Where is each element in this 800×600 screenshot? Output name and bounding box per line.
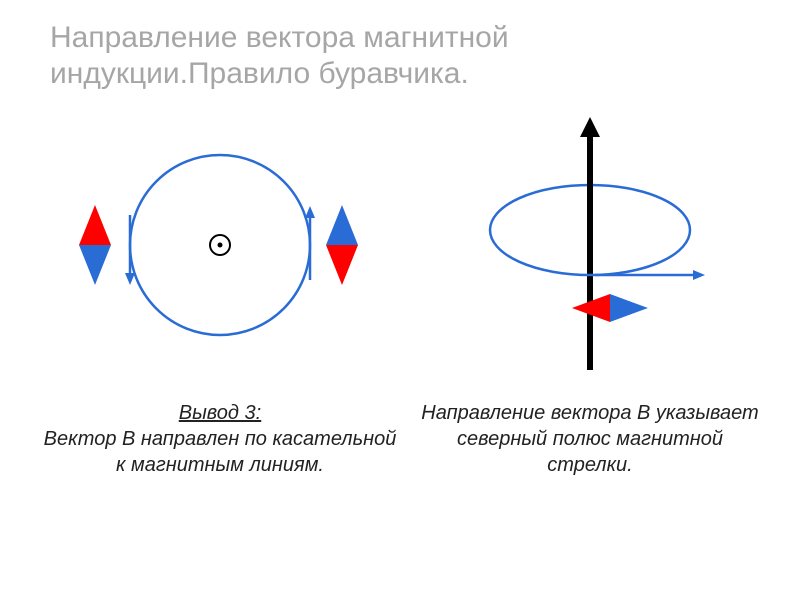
left-diagram bbox=[40, 115, 400, 370]
current-arrowhead bbox=[580, 117, 600, 137]
left-caption-head: Вывод 3: bbox=[179, 402, 261, 424]
left-compass-south bbox=[79, 245, 111, 285]
right-compass-north bbox=[326, 245, 358, 285]
slide-title: Направление вектора магнитной индукции.П… bbox=[50, 20, 750, 92]
compass-south bbox=[610, 294, 648, 322]
current-out-symbol-dot bbox=[218, 243, 223, 248]
left-panel: Вывод 3: Вектор В направлен по касательн… bbox=[40, 115, 400, 478]
left-caption: Вывод 3: Вектор В направлен по касательн… bbox=[40, 400, 400, 478]
right-diagram bbox=[420, 115, 760, 370]
left-diagram-svg bbox=[40, 115, 400, 370]
right-caption: Направление вектора В указывает северный… bbox=[420, 400, 760, 478]
right-panel: Направление вектора В указывает северный… bbox=[420, 115, 760, 478]
right-compass-south bbox=[326, 205, 358, 245]
right-tangent-arrowhead bbox=[305, 206, 315, 218]
title-line-2: индукции.Правило буравчика. bbox=[50, 57, 469, 90]
left-compass-north bbox=[79, 205, 111, 245]
right-caption-body: Направление вектора В указывает северный… bbox=[421, 402, 758, 476]
left-caption-body: Вектор В направлен по касательной к магн… bbox=[44, 428, 397, 476]
left-tangent-arrowhead bbox=[125, 273, 135, 285]
title-line-1: Направление вектора магнитной bbox=[50, 21, 509, 54]
tangent-arrowhead bbox=[693, 270, 705, 280]
right-diagram-svg bbox=[420, 115, 760, 370]
